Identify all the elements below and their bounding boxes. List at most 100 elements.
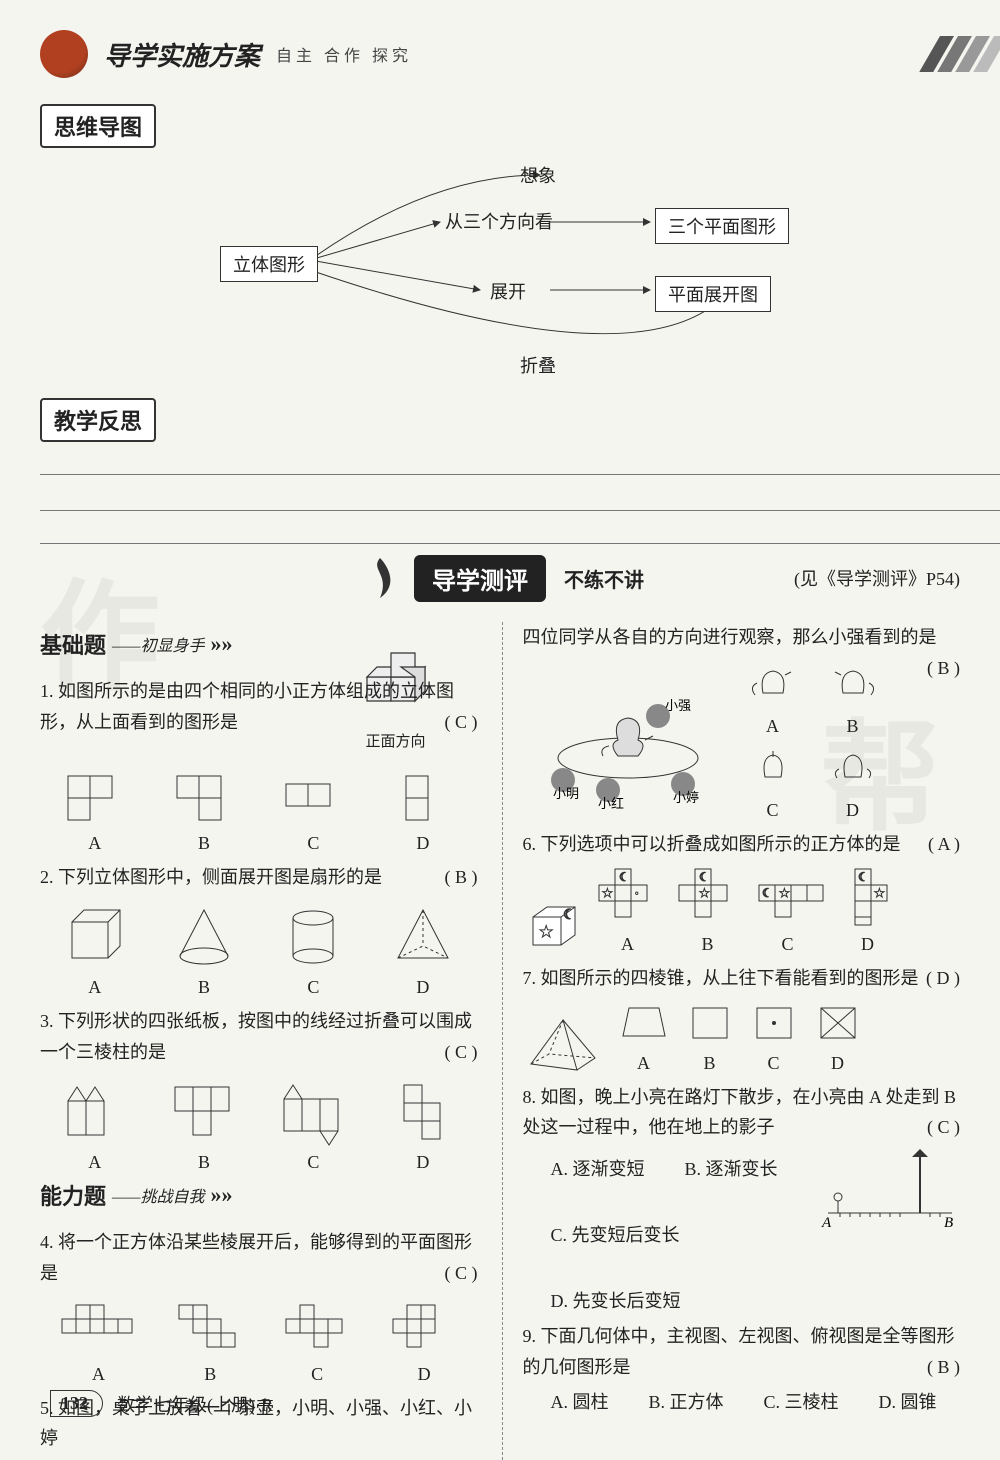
q8-opt-a: A. 逐渐变短 [551,1155,645,1181]
mindmap-node-solid: 立体图形 [220,246,318,282]
q7-opt-d: D [813,1053,863,1074]
svg-text:★: ★ [779,886,790,900]
q7-opt-c: C [749,1053,799,1074]
q6-opt-d: D [833,934,903,955]
q7-opt-a-shape [617,1000,671,1044]
q8-opt-b: B. 逐渐变长 [685,1155,778,1181]
q9-options: A. 圆柱 B. 正方体 C. 三棱柱 D. 圆锥 [551,1388,961,1414]
q6-opt-b-shape: ☾★ [673,865,743,925]
mascot-icon [40,30,88,78]
q2-opt-d-shape [388,904,458,968]
basic-section-label: 基础题 ——初显身手 »» [40,628,232,660]
q4-opt-b-shape [175,1301,245,1355]
q6-opt-c-shape: ☾★ [753,865,823,925]
svg-text:☾: ☾ [858,870,869,884]
mindmap-diagram: 想象 立体图形 从三个方向看 三个平面图形 展开 平面展开图 折叠 [180,160,820,380]
banner-title: 导学测评 [414,555,546,602]
mindmap-node-imagine: 想象 [520,162,556,188]
q6-row: ★☾ ☾★•A ☾★B ☾★C ☾★D [523,865,961,955]
svg-text:☾: ☾ [762,886,773,900]
banner-ref: (见《导学测评》P54) [794,565,960,591]
q4-answer: ( C ) [445,1258,478,1289]
q3-opt-d: D [386,1152,460,1173]
assessment-banner: 导学测评 不练不讲 (见《导学测评》P54) [40,554,960,602]
q8-figure: A B [820,1149,960,1229]
mindmap-node-net: 平面展开图 [655,276,771,312]
q3-answer: ( C ) [445,1037,478,1068]
q4-opt-a: A [58,1364,138,1385]
q4-text: 4. 将一个正方体沿某些棱展开后，能够得到的平面图形是 [40,1232,472,1283]
q1-opt-c: C [278,833,348,854]
q8-fig-a: A [821,1215,832,1231]
q8-text: 8. 如图，晚上小亮在路灯下散步，在小亮由 A 处走到 B 处这一过程中，他在地… [523,1087,957,1138]
q5-cont: 四位同学从各自的方向进行观察，那么小强看到的是 [523,627,937,647]
q4-opt-c-shape [282,1301,352,1355]
q3-opt-c: C [276,1152,350,1173]
q8-answer: ( C ) [927,1112,960,1143]
q1-side-label: 正面方向 [357,730,435,756]
q6-text: 6. 下列选项中可以折叠成如图所示的正方体的是 [523,834,901,854]
q2-text: 2. 下列立体图形中，侧面展开图是扇形的是 [40,867,382,887]
q6-cube: ★☾ [523,895,583,955]
q9-opt-b: B. 正方体 [649,1388,724,1414]
q5-opt-d: D [823,800,883,821]
svg-text:★: ★ [699,886,710,900]
svg-text:小红: 小红 [598,796,624,811]
q5-scene: 小明小红 小婷小强 [523,680,733,800]
q7-opt-a: A [617,1053,671,1074]
q9-answer: ( B ) [927,1352,960,1383]
q6-answer: ( A ) [928,829,960,860]
q7-opt-c-shape [749,1000,799,1044]
q6-opt-d-shape: ☾★ [833,865,903,925]
q2-opt-c-shape [278,904,348,968]
q2-opt-b-shape [169,904,239,968]
q4-opt-a-shape [58,1301,138,1355]
q7-opt-d-shape [813,1000,863,1044]
q5-opt-a-shape [743,659,803,707]
q1-opt-c-shape [278,768,348,824]
q8-row: A. 逐渐变短 B. 逐渐变长 C. 先变短后变长 D. 先变长后变短 A B [523,1149,961,1313]
svg-text:★: ★ [539,924,553,941]
q1-answer: ( C ) [445,707,478,738]
q5-opt-b: B [823,716,883,737]
q6-opt-c: C [753,934,823,955]
q8-opt-c: C. 先变短后变长 [551,1221,680,1247]
question-8: 8. 如图，晚上小亮在路灯下散步，在小亮由 A 处走到 B 处这一过程中，他在地… [523,1082,961,1143]
q3-text: 3. 下列形状的四张纸板，按图中的线经过折叠可以围成一个三棱柱的是 [40,1011,472,1062]
q3-options: A B C D [40,1079,478,1173]
question-1: 1. 如图所示的是由四个相同的小正方体组成的立体图形，从上面看到的图形是 ( C… [40,676,478,756]
q7-pyramid [523,1014,603,1074]
svg-text:•: • [635,889,639,900]
q1-opt-b-shape [169,768,239,824]
page-footer: 132 数学七年级(上册)·R [50,1390,273,1417]
q2-options: A B C D [40,904,478,998]
q2-opt-a-shape [60,904,130,968]
left-column: 基础题 ——初显身手 »» 1. 如图所示的是由四个相同的小正方体组成的立体图形… [40,622,478,1460]
q1-opt-b: B [169,833,239,854]
mindmap-node-threeviews: 从三个方向看 [445,208,553,234]
ability-sub: ——挑战自我 [112,1183,204,1207]
q4-opt-c: C [282,1364,352,1385]
q5-answer: ( B ) [927,653,960,684]
q6-opt-b: B [673,934,743,955]
question-3: 3. 下列形状的四张纸板，按图中的线经过折叠可以围成一个三棱柱的是 ( C ) [40,1006,478,1067]
chevrons-icon: »» [210,1182,232,1208]
q1-opt-a: A [60,833,130,854]
q2-opt-b: B [169,977,239,998]
q3-opt-b: B [167,1152,241,1173]
q4-opt-d-shape [389,1301,459,1355]
header-subtitle: 自主 合作 探究 [276,42,412,66]
q2-opt-c: C [278,977,348,998]
basic-sub: ——初显身手 [112,632,204,656]
right-column: 四位同学从各自的方向进行观察，那么小强看到的是 ( B ) 小明小红 小婷小强 … [502,622,961,1460]
q7-opt-b: B [685,1053,735,1074]
q4-opt-b: B [175,1364,245,1385]
svg-text:小明: 小明 [553,786,579,801]
q2-opt-d: D [388,977,458,998]
q4-opt-d: D [389,1364,459,1385]
q5-opt-b-shape [823,659,883,707]
q5-figure-row: 小明小红 小婷小强 A B C D [523,659,928,821]
ability-label: 能力题 [40,1179,106,1211]
svg-text:小强: 小强 [665,698,691,713]
q1-opt-d-shape [388,768,458,824]
